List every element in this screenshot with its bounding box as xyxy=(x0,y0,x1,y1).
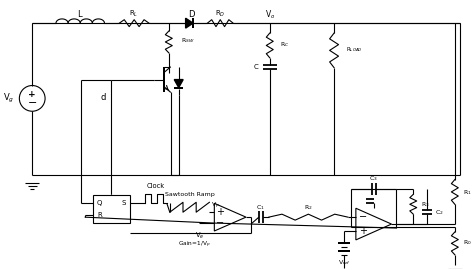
Text: V$_e$: V$_e$ xyxy=(195,231,204,241)
Text: C$_2$: C$_2$ xyxy=(435,208,444,217)
Text: Q: Q xyxy=(97,200,102,206)
Text: Sawtooth Ramp: Sawtooth Ramp xyxy=(164,192,214,197)
Text: R$_3$: R$_3$ xyxy=(421,200,430,209)
Text: +: + xyxy=(28,90,36,99)
Text: V$_p$: V$_p$ xyxy=(211,201,220,211)
Text: R$_{LOAD}$: R$_{LOAD}$ xyxy=(346,45,363,54)
Polygon shape xyxy=(174,80,183,87)
Text: Gain=1/V$_p$: Gain=1/V$_p$ xyxy=(178,240,211,250)
Text: S: S xyxy=(121,200,126,206)
Text: D: D xyxy=(188,10,195,19)
Text: V$_o$: V$_o$ xyxy=(264,8,275,21)
Text: V$_g$: V$_g$ xyxy=(3,92,14,105)
Text: R$_{SW}$: R$_{SW}$ xyxy=(181,36,194,45)
Text: R$_D$: R$_D$ xyxy=(215,9,226,19)
Text: R: R xyxy=(97,212,102,218)
Text: R$_2$: R$_2$ xyxy=(304,203,313,212)
Text: +: + xyxy=(216,207,224,217)
Bar xyxy=(92,195,130,223)
Text: R$_C$: R$_C$ xyxy=(280,40,289,49)
Text: C$_3$: C$_3$ xyxy=(369,174,378,183)
Text: d: d xyxy=(101,93,106,102)
Text: C$_1$: C$_1$ xyxy=(256,203,265,212)
Text: R$_1$: R$_1$ xyxy=(463,188,472,197)
Text: R$_0$: R$_0$ xyxy=(463,238,472,247)
Text: −: − xyxy=(359,212,367,222)
Text: Clock: Clock xyxy=(147,184,165,190)
Text: V$_{ref}$: V$_{ref}$ xyxy=(337,258,350,267)
Text: −: − xyxy=(27,98,37,108)
Text: −: − xyxy=(216,218,224,228)
Text: R$_L$: R$_L$ xyxy=(129,9,139,19)
Text: +: + xyxy=(359,226,367,236)
Text: L: L xyxy=(77,10,82,19)
Text: C: C xyxy=(254,64,259,70)
Polygon shape xyxy=(186,18,193,28)
